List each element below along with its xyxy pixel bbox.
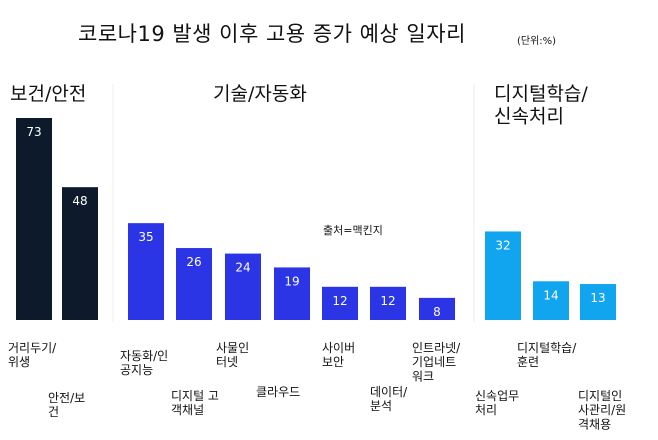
- data-label-2-6: 12: [380, 294, 395, 308]
- category-label-2-2: 디지털 고 객채널: [171, 389, 219, 417]
- data-label-2-1: 35: [138, 230, 153, 244]
- category-label-2-7: 인트라넷/기업네트 워크: [412, 341, 461, 383]
- bar-2-1: [128, 223, 164, 320]
- bar-2-5: [322, 286, 358, 320]
- bar-2-7: [419, 297, 455, 320]
- category-label-3-2: 디지털학습/훈련: [517, 341, 577, 369]
- data-label-1-1: 73: [26, 125, 41, 139]
- bar-2-4: [274, 267, 310, 320]
- bar-1-2: [62, 187, 98, 320]
- data-label-3-2: 14: [543, 288, 558, 302]
- unit-label: (단위:%): [517, 36, 557, 47]
- data-label-2-2: 26: [186, 255, 201, 269]
- bar-2-2: [176, 248, 212, 320]
- category-label-2-4: 클라우드: [256, 385, 300, 399]
- category-label-1-2: 안전/보 건: [48, 391, 85, 419]
- category-label-3-1: 신속업무 처리: [475, 389, 519, 417]
- data-label-1-2: 48: [72, 194, 87, 208]
- chart-title: 코로나19 발생 이후 고용 증가 예상 일자리: [78, 22, 466, 46]
- bar-2-3: [225, 253, 261, 320]
- category-label-2-3: 사물인 터넷: [216, 341, 249, 369]
- bar-2-6: [370, 286, 406, 320]
- bar-3-1: [485, 231, 521, 320]
- data-label-2-3: 24: [235, 261, 250, 275]
- data-label-2-7: 8: [433, 305, 441, 319]
- bar-3-3: [580, 284, 616, 320]
- data-label-3-3: 13: [590, 291, 605, 305]
- data-label-2-5: 12: [332, 294, 347, 308]
- data-label-2-4: 19: [284, 274, 299, 288]
- category-label-3-3: 디지털인 사관리/원 격채용: [578, 389, 626, 431]
- bar-1-1: [16, 118, 52, 320]
- category-label-2-1: 자동화/인 공지능: [120, 349, 168, 377]
- source-note: 출처=맥킨지: [323, 224, 383, 237]
- group-title-2: 기술/자동화: [213, 83, 307, 105]
- category-label-1-1: 거리두기/위생: [8, 341, 57, 369]
- category-label-2-5: 사이버 보안: [322, 341, 355, 369]
- bar-3-2: [533, 281, 569, 320]
- group-title-1: 보건/안전: [10, 83, 86, 105]
- data-label-3-1: 32: [495, 238, 510, 252]
- category-label-2-6: 데이터/분석: [370, 385, 408, 413]
- group-title-3: 디지털학습/신속처리: [494, 83, 588, 127]
